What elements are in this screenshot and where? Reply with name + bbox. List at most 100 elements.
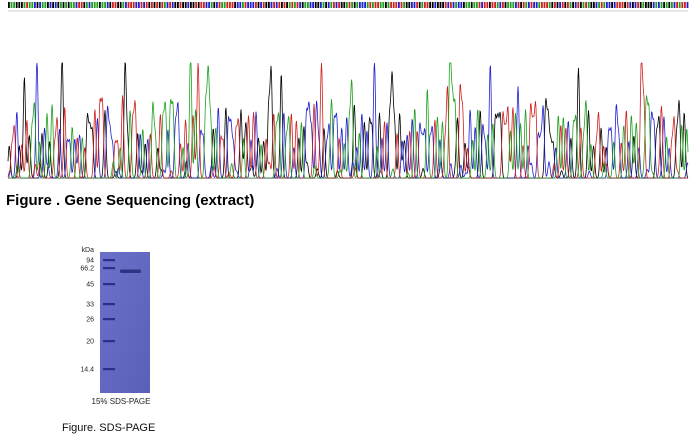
base-letter — [580, 2, 582, 8]
base-letter — [148, 2, 151, 8]
base-letter — [546, 2, 548, 8]
base-letter — [260, 2, 262, 8]
base-letter — [208, 2, 210, 8]
base-letter — [200, 2, 203, 8]
base-letter — [535, 2, 538, 8]
marker-label: 45 — [86, 282, 94, 289]
base-letter — [166, 2, 169, 8]
base-letter — [288, 2, 291, 8]
base-letter — [307, 2, 309, 8]
base-letter — [385, 2, 387, 8]
base-letter — [437, 2, 439, 8]
base-letter — [595, 2, 598, 8]
base-letter — [13, 2, 15, 8]
base-letter — [83, 2, 86, 8]
base-letter — [374, 2, 377, 8]
base-letter — [528, 2, 530, 8]
base-letter — [548, 2, 551, 8]
base-letter — [75, 2, 78, 8]
base-letter — [626, 2, 629, 8]
base-letter — [278, 2, 281, 8]
base-letter — [145, 2, 148, 8]
base-letter — [317, 2, 320, 8]
base-letter — [382, 2, 385, 8]
base-letter — [655, 2, 658, 8]
marker-label: 14.4 — [80, 367, 94, 374]
base-letter — [551, 2, 554, 8]
base-letter — [632, 2, 634, 8]
base-letter — [366, 2, 369, 8]
base-letter — [242, 2, 244, 8]
base-letter — [161, 2, 164, 8]
base-letter — [174, 2, 177, 8]
base-letter — [184, 2, 187, 8]
base-letter — [112, 2, 114, 8]
base-letter — [491, 2, 494, 8]
ladder-band — [103, 368, 115, 371]
base-letter — [257, 2, 260, 8]
base-letter — [127, 2, 130, 8]
base-letter — [590, 2, 593, 8]
base-letter — [41, 2, 44, 8]
base-letter — [517, 2, 520, 8]
base-letter — [294, 2, 296, 8]
base-letter — [99, 2, 101, 8]
base-letter — [301, 2, 304, 8]
base-letter — [330, 2, 333, 8]
base-letter — [101, 2, 104, 8]
base-letter — [213, 2, 216, 8]
base-letter — [49, 2, 52, 8]
base-letter — [309, 2, 312, 8]
base-letter — [392, 2, 395, 8]
base-letter — [452, 2, 455, 8]
base-letter — [460, 2, 463, 8]
base-letter — [676, 2, 678, 8]
base-letter — [132, 2, 135, 8]
base-letter — [668, 2, 671, 8]
base-letter — [205, 2, 208, 8]
base-letter — [569, 2, 572, 8]
marker-label: 94 — [86, 258, 94, 265]
base-letter — [62, 2, 65, 8]
base-letter — [286, 2, 288, 8]
base-letter — [637, 2, 639, 8]
base-letter — [281, 2, 283, 8]
ladder-band — [103, 303, 115, 306]
base-letter — [335, 2, 338, 8]
base-letter — [483, 2, 486, 8]
base-letter — [663, 2, 665, 8]
base-letter — [156, 2, 158, 8]
base-letter — [44, 2, 47, 8]
base-letter — [151, 2, 153, 8]
ladder-band — [103, 318, 115, 321]
base-letter — [54, 2, 57, 8]
base-letter — [639, 2, 642, 8]
base-letter — [499, 2, 502, 8]
base-letter — [322, 2, 325, 8]
base-letter — [353, 2, 356, 8]
base-letter — [512, 2, 515, 8]
base-letter — [577, 2, 580, 8]
base-letter — [481, 2, 483, 8]
base-letter — [234, 2, 236, 8]
base-letter — [314, 2, 317, 8]
base-letter — [554, 2, 556, 8]
base-letter — [629, 2, 632, 8]
base-letter — [520, 2, 522, 8]
base-letter — [190, 2, 192, 8]
base-letter — [364, 2, 366, 8]
base-letter — [465, 2, 468, 8]
chromatogram — [7, 61, 689, 179]
base-letter — [210, 2, 213, 8]
base-letter — [673, 2, 676, 8]
base-letter — [600, 2, 603, 8]
base-letter — [52, 2, 54, 8]
base-letter — [31, 2, 34, 8]
base-letter — [179, 2, 182, 8]
base-letter — [239, 2, 242, 8]
base-letter — [153, 2, 156, 8]
base-letter — [296, 2, 299, 8]
base-letter — [478, 2, 481, 8]
base-letter — [351, 2, 353, 8]
